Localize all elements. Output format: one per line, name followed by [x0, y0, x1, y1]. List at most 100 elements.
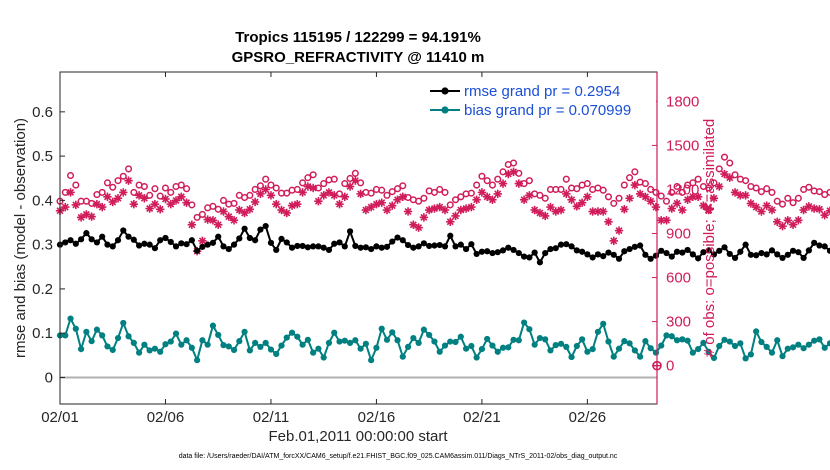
x-tick-label: 02/16	[358, 409, 396, 426]
bias-point	[315, 345, 322, 352]
obs-possible-point	[167, 188, 175, 196]
bias-point	[753, 328, 760, 335]
obs-assimilated-point	[815, 205, 824, 214]
rmse-point	[684, 246, 691, 254]
rmse-point	[668, 253, 675, 260]
rmse-point	[584, 251, 591, 258]
rmse-point	[679, 249, 686, 256]
bias-point	[684, 337, 691, 344]
obs-possible-point	[499, 168, 507, 176]
bias-point	[626, 340, 633, 347]
y-right-tick-label: 300	[666, 314, 691, 331]
bias-point	[742, 355, 749, 362]
rmse-point	[605, 249, 612, 256]
obs-assimilated-point	[87, 212, 96, 221]
obs-assimilated-point	[250, 197, 260, 207]
y-left-tick-label: 0.3	[32, 237, 53, 254]
rmse-point	[731, 254, 739, 262]
plot-area	[60, 72, 657, 404]
bias-point	[114, 334, 122, 342]
bias-point	[542, 336, 549, 343]
rmse-point	[737, 248, 744, 255]
bias-point	[172, 330, 180, 337]
rmse-point	[800, 254, 807, 262]
obs-possible-point	[520, 180, 528, 188]
obs-possible-point	[705, 184, 713, 192]
rmse-point	[368, 245, 375, 253]
bias-point	[383, 336, 391, 343]
x-axis-label: Feb.01,2011 00:00:00 start	[268, 428, 448, 445]
bias-point	[220, 342, 227, 349]
obs-possible-point	[789, 199, 797, 207]
rmse-point	[130, 236, 137, 243]
obs-assimilated-point	[625, 194, 634, 203]
rmse-point	[626, 245, 633, 253]
bias-point	[615, 345, 623, 352]
bias-point	[737, 340, 744, 347]
obs-assimilated-point	[614, 226, 624, 235]
obs-assimilated-point	[198, 236, 207, 246]
rmse-point	[589, 254, 596, 261]
obs-possible-point	[641, 180, 649, 188]
y-right-tick-label: 900	[666, 226, 691, 243]
bias-point	[520, 319, 528, 326]
bias-point	[257, 343, 264, 350]
rmse-point	[67, 237, 74, 244]
obs-possible-point	[494, 175, 502, 183]
bias-point	[426, 331, 433, 339]
bias-point	[821, 344, 828, 351]
obs-possible-point	[599, 186, 607, 194]
obs-assimilated-point	[282, 208, 291, 218]
rmse-point	[484, 248, 491, 255]
obs-assimilated-point	[715, 182, 724, 191]
bias-point	[410, 334, 417, 342]
obs-assimilated-point	[493, 189, 502, 199]
obs-possible-point	[72, 181, 80, 189]
bias-point	[389, 329, 396, 336]
bias-point	[721, 336, 728, 343]
bias-point	[557, 340, 565, 347]
rmse-point	[673, 248, 681, 255]
rmse-point	[547, 245, 554, 253]
rmse-point	[373, 243, 380, 250]
bias-point	[188, 344, 195, 351]
rmse-point	[336, 239, 343, 246]
obs-possible-point	[673, 182, 681, 191]
obs-assimilated-point	[219, 207, 228, 216]
bias-point	[447, 338, 454, 345]
obs-assimilated-point	[293, 199, 302, 209]
obs-assimilated-point	[488, 195, 497, 204]
rmse-point	[151, 245, 159, 252]
x-tick-label: 02/06	[147, 409, 185, 426]
legend-rmse-marker	[441, 87, 449, 95]
bias-point	[93, 326, 101, 333]
bias-point	[230, 346, 238, 354]
obs-assimilated-point	[667, 204, 676, 213]
obs-possible-point	[314, 184, 322, 192]
rmse-point	[579, 248, 586, 255]
bias-point	[811, 337, 818, 344]
bias-point	[420, 326, 427, 333]
bias-point	[325, 339, 333, 347]
rmse-point	[304, 244, 311, 251]
rmse-point	[315, 243, 322, 250]
bias-point	[637, 353, 644, 360]
bias-point	[162, 341, 169, 348]
rmse-point	[557, 241, 565, 248]
bias-point	[246, 347, 253, 354]
legend-rmse-label: rmse grand pr = 0.2954	[464, 83, 620, 100]
obs-possible-point	[562, 175, 570, 183]
bias-point	[436, 348, 443, 355]
obs-assimilated-point	[245, 205, 255, 214]
rmse-point	[811, 239, 818, 246]
bias-point	[320, 354, 327, 361]
bias-point	[758, 338, 765, 346]
obs-assimilated-point	[678, 205, 687, 215]
bias-point	[431, 338, 438, 345]
obs-assimilated-point	[150, 199, 160, 209]
bias-point	[600, 320, 607, 327]
rmse-point	[600, 253, 607, 260]
bias-point	[526, 326, 533, 333]
obs-assimilated-point	[746, 199, 756, 208]
obs-assimilated-point	[129, 199, 139, 209]
